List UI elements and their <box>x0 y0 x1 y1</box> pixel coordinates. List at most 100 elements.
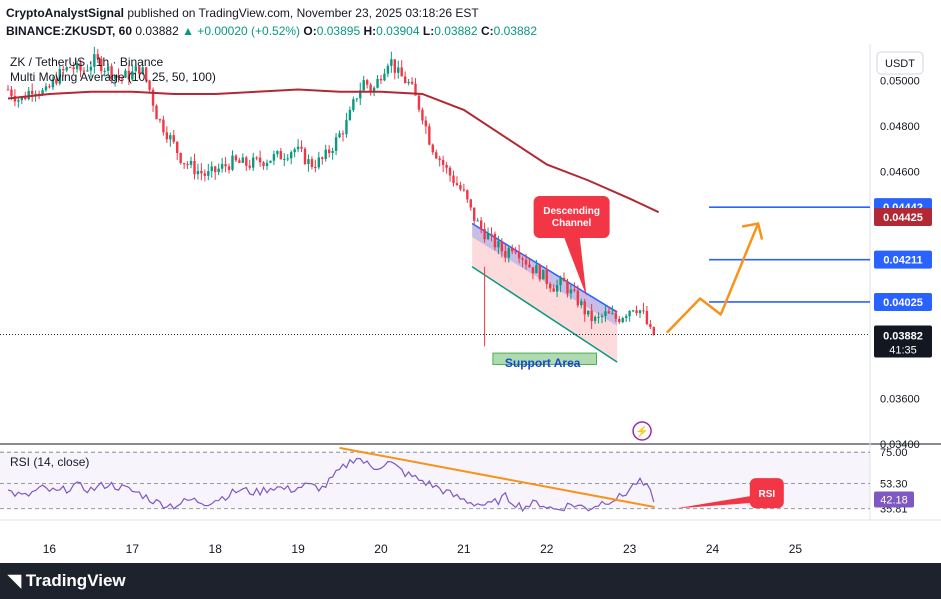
candle-body <box>6 89 10 91</box>
candle-body <box>324 149 327 159</box>
candle-body <box>600 315 604 317</box>
candle-body <box>151 89 155 106</box>
candle-body <box>390 59 393 66</box>
candle-body <box>93 54 96 67</box>
candle-body <box>86 70 89 72</box>
candle-body <box>645 310 649 325</box>
rsi-line <box>7 457 655 513</box>
candle-body <box>362 80 365 91</box>
candle-body <box>62 69 65 71</box>
candle-body <box>207 171 210 176</box>
candle-body <box>283 158 286 160</box>
channel-callout-label: Channel <box>552 218 592 229</box>
time-tick-label: 20 <box>374 542 388 556</box>
candle-body <box>131 71 134 80</box>
candle-body <box>403 76 407 84</box>
candle-body <box>379 78 383 81</box>
candle-body <box>452 175 455 184</box>
candle-body <box>455 183 459 186</box>
candle-body <box>593 316 597 322</box>
time-tick-label: 23 <box>623 542 637 556</box>
candle-body <box>538 265 542 280</box>
candle-body <box>96 54 99 59</box>
symbol-interval: BINANCE:ZKUSDT, 60 <box>6 24 133 38</box>
candle-body <box>421 109 424 121</box>
time-tick-label: 22 <box>540 542 554 556</box>
candle-body <box>182 163 186 165</box>
candle-body <box>321 157 324 159</box>
brand-name: TradingView <box>25 571 126 590</box>
candle-body <box>611 313 614 315</box>
rsi-tick-label: 75.00 <box>880 447 908 459</box>
candle-body <box>203 173 207 176</box>
candle-body <box>314 167 317 169</box>
candle-body <box>193 160 196 175</box>
candle-body <box>144 67 148 81</box>
channel-upper-line <box>471 222 618 313</box>
candle-body <box>72 67 75 70</box>
price-chart[interactable]: USDT 0.05000 0.04800 0.04600 0.03600 0.03400 0… <box>0 44 941 563</box>
candle-body <box>479 220 483 229</box>
candle-body <box>597 316 600 318</box>
candle-body <box>120 77 124 79</box>
candle-body <box>293 149 296 153</box>
candle-body <box>227 166 231 170</box>
support-area-label: Support Area <box>505 356 581 370</box>
candle-body <box>13 96 17 102</box>
candle-body <box>638 310 642 314</box>
channel-callout-pointer <box>563 236 587 297</box>
candle-body <box>248 165 251 168</box>
rsi-tick-label: 53.30 <box>880 479 908 491</box>
candle-body <box>517 252 521 259</box>
candle-body <box>576 290 580 306</box>
rsi-callout-pointer <box>675 495 754 509</box>
candle-body <box>296 146 300 150</box>
candle-body <box>75 63 79 70</box>
price-tick-label: 0.04600 <box>880 166 920 178</box>
candle-body <box>511 248 514 252</box>
candle-body <box>241 157 245 163</box>
candle-body <box>289 152 293 159</box>
candle-body <box>117 75 120 78</box>
candle-body <box>279 151 283 160</box>
candle-body <box>41 90 44 95</box>
currency-button <box>876 51 924 75</box>
candle-body <box>82 70 86 72</box>
candle-body <box>559 278 562 286</box>
candle-body <box>552 288 555 292</box>
published-text: published on TradingView.com, November 2… <box>127 6 479 20</box>
candle-body <box>410 81 414 84</box>
candle-body <box>255 157 258 159</box>
price-tick-label: 0.03400 <box>880 439 920 451</box>
candle-body <box>545 269 548 285</box>
time-tick-label: 16 <box>43 542 57 556</box>
candle-body <box>169 135 172 140</box>
tradingview-logo[interactable]: ◥ TradingView <box>8 571 126 591</box>
rsi-legend: RSI (14, close) <box>10 455 89 469</box>
candle-body <box>586 310 590 315</box>
last-price: 0.03882 <box>135 24 179 38</box>
candle-body <box>649 324 652 328</box>
candle-body <box>20 97 24 101</box>
level-price-label: 0.04025 <box>883 297 923 309</box>
candle-body <box>303 148 307 165</box>
time-tick-label: 25 <box>789 542 803 556</box>
candle-body <box>417 95 421 110</box>
candle-body <box>224 164 227 167</box>
candle-body <box>435 152 438 159</box>
candle-body <box>124 70 127 78</box>
moving-average-line <box>7 88 660 214</box>
candle-body <box>386 65 390 74</box>
publisher-name[interactable]: CryptoAnalystSignal <box>6 6 125 20</box>
candle-body <box>566 281 569 294</box>
candle-body <box>438 158 441 160</box>
candle-body <box>445 164 448 168</box>
candle-body <box>359 90 362 99</box>
candle-body <box>158 119 162 121</box>
candle-body <box>642 310 645 312</box>
candle-body <box>462 189 466 191</box>
candle-body <box>10 89 13 97</box>
rsi-callout-label: RSI <box>758 489 775 500</box>
candle-body <box>44 86 48 91</box>
candle-body <box>138 66 141 74</box>
